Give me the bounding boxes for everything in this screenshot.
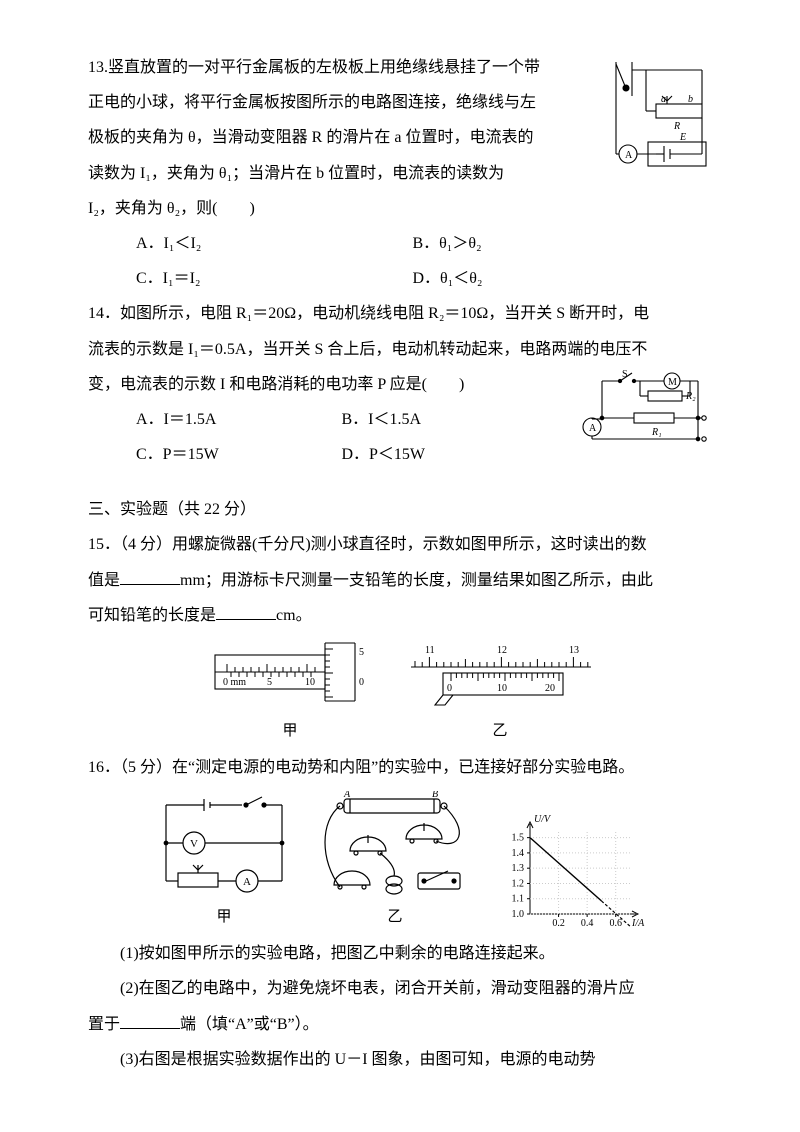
q16-p2b-b: 端（填“A”或“B”）。 [180, 1016, 319, 1033]
q14-line1: 14．如图所示，电阻 R₁＝20Ω，电动机绕线电阻 R₂＝10Ω，当开关 S 断… [88, 296, 712, 331]
q13-label-a: a [661, 94, 666, 105]
q16-graph-figure: 1.0 1.1 1.2 1.3 1.4 1.5 0.2 0.4 0.6 U/V I/A [496, 814, 646, 934]
q13-label-b: b [688, 94, 693, 105]
q16-p1: (1)按如图甲所示的实验电路，把图乙中剩余的电路连接起来。 [88, 936, 712, 971]
q15-blank-2 [216, 603, 276, 620]
q15-vernier-figure: 11 12 13 0 10 20 [405, 639, 595, 748]
q16-photo-A: A [343, 791, 351, 800]
q16-cap-yi: 乙 [310, 901, 480, 934]
svg-text:1.2: 1.2 [512, 879, 525, 890]
q14-label-S: S [622, 369, 628, 380]
q14-label-A: A [589, 423, 597, 434]
q15-l3-b: cm。 [276, 607, 312, 624]
q16-blank [120, 1012, 180, 1029]
q13-label-E: E [679, 132, 686, 143]
q14-opt-a: A．I＝1.5A [136, 402, 341, 437]
q16-schematic-figure: V A 甲 [154, 791, 294, 934]
svg-text:1.1: 1.1 [512, 894, 525, 905]
q13-opt-a: A．I₁＜I₂ [136, 226, 412, 261]
q13-label-R: R [673, 121, 680, 132]
q15-blank-1 [120, 568, 180, 585]
section-3-heading: 三、实验题（共 22 分） [88, 492, 712, 527]
svg-text:U/V: U/V [534, 814, 552, 825]
q15-l2-b: mm；用游标卡尺测量一支铅笔的长度，测量结果如图乙所示，由此 [180, 572, 653, 589]
q13-opt-c: C．I₁＝I₂ [136, 261, 412, 296]
svg-text:1.3: 1.3 [512, 863, 525, 874]
v-10l: 10 [497, 683, 507, 694]
q13-opt-b: B．θ₁＞θ₂ [412, 226, 712, 261]
q14-label-R2: R₂ [685, 391, 696, 402]
mm-0: 0 mm [223, 677, 246, 688]
q15-micrometer-figure: 0 mm 5 10 5 0 [205, 639, 375, 748]
drum-0: 0 [359, 677, 364, 688]
svg-text:I/A: I/A [631, 918, 645, 929]
q16-p3: (3)右图是根据实验数据作出的 U－I 图象，由图可知，电源的电动势 [88, 1042, 712, 1077]
svg-text:1.4: 1.4 [512, 848, 525, 859]
svg-text:0.4: 0.4 [581, 918, 594, 929]
q16-p2a: (2)在图乙的电路中，为避免烧坏电表，闭合开关前，滑动变阻器的滑片应 [88, 971, 712, 1006]
q15-line3: 可知铅笔的长度是 cm。 [88, 598, 712, 633]
q15-figure-row: 0 mm 5 10 5 0 [88, 639, 712, 748]
q13-options: A．I₁＜I₂ B．θ₁＞θ₂ C．I₁＝I₂ D．θ₁＜θ₂ [136, 226, 712, 296]
q15-cap-yi: 乙 [405, 715, 595, 748]
q14-circuit-figure: S M R₂ R₁ A [572, 369, 712, 449]
q16-cap-jia: 甲 [154, 901, 294, 934]
v-0: 0 [447, 683, 452, 694]
v-12: 12 [497, 645, 507, 656]
mm-5: 5 [267, 677, 272, 688]
q15-cap-jia: 甲 [205, 715, 375, 748]
q16-photo-B: B [432, 791, 438, 800]
q14-opt-c: C．P＝15W [136, 437, 341, 472]
q14-label-M: M [668, 377, 677, 388]
v-11: 11 [425, 645, 435, 656]
q13-label-A: A [625, 150, 633, 161]
q16-p2b: 置于 端（填“A”或“B”）。 [88, 1007, 712, 1042]
q14-options: A．I＝1.5A B．I＜1.5A C．P＝15W D．P＜15W [136, 402, 564, 472]
mm-10: 10 [305, 677, 315, 688]
q16-stem: 16．（5 分）在“测定电源的电动势和内阻”的实验中，已连接好部分实验电路。 [88, 750, 712, 785]
q15-l2-a: 值是 [88, 572, 120, 589]
q15-line2: 值是 mm；用游标卡尺测量一支铅笔的长度，测量结果如图乙所示，由此 [88, 563, 712, 598]
q14-line2: 流表的示数是 I₁＝0.5A，当开关 S 合上后，电动机转动起来，电路两端的电压… [88, 332, 712, 367]
q13-line5: I₂，夹角为 θ₂，则( ) [88, 191, 712, 226]
drum-5: 5 [359, 647, 364, 658]
v-13: 13 [569, 645, 579, 656]
svg-text:0.6: 0.6 [609, 918, 622, 929]
svg-text:0.2: 0.2 [552, 918, 565, 929]
q15-line1: 15．（4 分）用螺旋微器(千分尺)测小球直径时，示数如图甲所示，这时读出的数 [88, 527, 712, 562]
q13-opt-d: D．θ₁＜θ₂ [412, 261, 712, 296]
svg-text:1.5: 1.5 [512, 833, 525, 844]
q14-label-R1: R₁ [651, 427, 662, 438]
q16-V-label: V [190, 838, 198, 850]
q15-l3-a: 可知铅笔的长度是 [88, 607, 216, 624]
q16-A-label: A [243, 876, 251, 888]
q16-photo-figure: A B 乙 [310, 791, 480, 934]
svg-text:1.0: 1.0 [512, 909, 525, 920]
v-20: 20 [545, 683, 555, 694]
q14-opt-d: D．P＜15W [341, 437, 564, 472]
q13-circuit-figure: a b R A E [592, 56, 712, 174]
q16-figure-row: V A 甲 [88, 791, 712, 934]
q14-opt-b: B．I＜1.5A [341, 402, 564, 437]
q16-p2b-a: 置于 [88, 1016, 120, 1033]
